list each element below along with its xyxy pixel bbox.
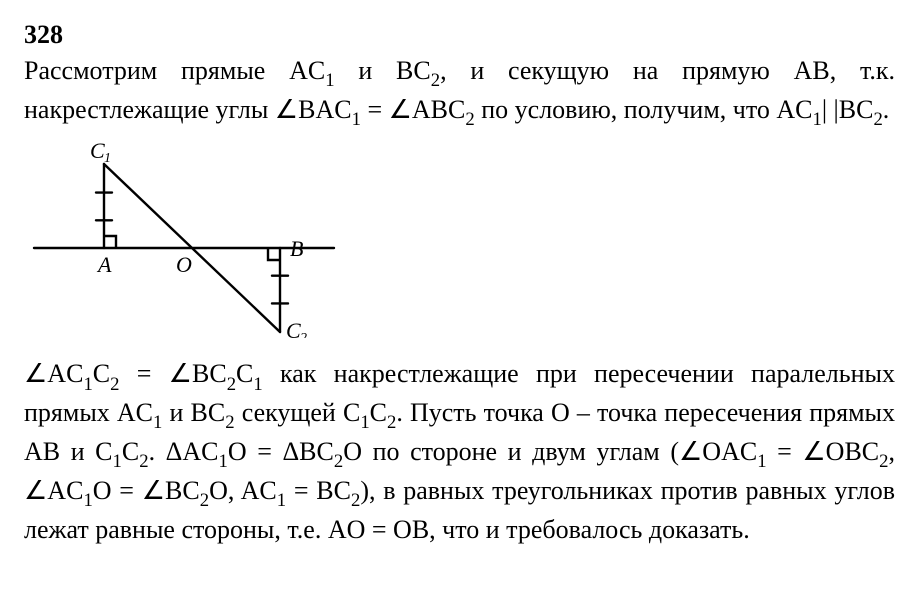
subscript: 2 xyxy=(110,374,119,395)
text: и BC xyxy=(162,398,225,427)
text: = ∠BC xyxy=(120,359,227,388)
svg-text:2: 2 xyxy=(300,331,307,338)
svg-text:C: C xyxy=(90,138,105,163)
text: C xyxy=(370,398,387,427)
subscript: 2 xyxy=(351,490,360,511)
text: . xyxy=(883,95,890,124)
text: по условию, получим, что AC xyxy=(475,95,813,124)
subscript: 1 xyxy=(83,490,92,511)
subscript: 2 xyxy=(227,374,236,395)
text: C xyxy=(93,359,110,388)
text: и BC xyxy=(335,56,431,85)
text: секущей C xyxy=(235,398,361,427)
subscript: 2 xyxy=(334,451,343,472)
subscript: 2 xyxy=(200,490,209,511)
subscript: 2 xyxy=(387,412,396,433)
subscript: 1 xyxy=(352,109,361,130)
text: | |BC xyxy=(822,95,874,124)
svg-text:1: 1 xyxy=(104,151,111,166)
svg-text:O: O xyxy=(176,252,192,277)
subscript: 2 xyxy=(139,451,148,472)
text: O = ∠BC xyxy=(93,476,200,505)
problem-number: 328 xyxy=(24,18,895,52)
subscript: 2 xyxy=(873,109,882,130)
subscript: 1 xyxy=(360,412,369,433)
page: 328 Рассмотрим прямые AC1 и BC2, и секущ… xyxy=(0,0,919,571)
paragraph-1: Рассмотрим прямые AC1 и BC2, и секущую н… xyxy=(24,54,895,132)
text: = ∠OBC xyxy=(767,437,880,466)
subscript: 1 xyxy=(277,490,286,511)
paragraph-2: ∠AC1C2 = ∠BC2C1 как накрестлежащие при п… xyxy=(24,357,895,547)
text: ∠AC xyxy=(24,359,83,388)
svg-text:C: C xyxy=(286,318,301,338)
text: O = ΔBC xyxy=(228,437,334,466)
subscript: 1 xyxy=(153,412,162,433)
subscript: 2 xyxy=(465,109,474,130)
geometry-figure: AOBC1C2 xyxy=(24,138,895,347)
svg-text:A: A xyxy=(96,252,112,277)
subscript: 2 xyxy=(879,451,888,472)
subscript: 2 xyxy=(225,412,234,433)
text: = ∠ABC xyxy=(361,95,465,124)
text: C xyxy=(122,437,139,466)
subscript: 1 xyxy=(219,451,228,472)
text: Рассмотрим прямые AC xyxy=(24,56,325,85)
text: . ΔAC xyxy=(149,437,219,466)
subscript: 1 xyxy=(113,451,122,472)
subscript: 1 xyxy=(812,109,821,130)
subscript: 1 xyxy=(757,451,766,472)
subscript: 1 xyxy=(253,374,262,395)
text: = BC xyxy=(286,476,351,505)
subscript: 2 xyxy=(431,70,440,91)
text: O по стороне и двум углам (∠OAC xyxy=(343,437,757,466)
subscript: 1 xyxy=(325,70,334,91)
svg-text:B: B xyxy=(290,236,303,261)
subscript: 1 xyxy=(83,374,92,395)
text: C xyxy=(236,359,253,388)
text: O, AC xyxy=(209,476,277,505)
geometry-svg: AOBC1C2 xyxy=(24,138,344,338)
